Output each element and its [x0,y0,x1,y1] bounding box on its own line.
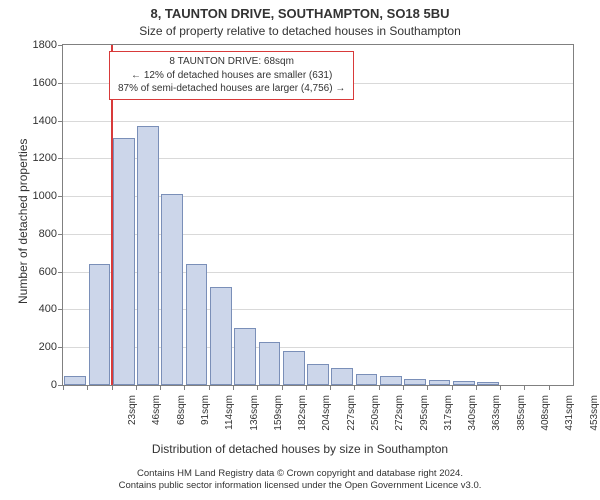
xtick-mark [257,385,258,390]
xtick-label: 114sqm [224,389,235,445]
xtick-mark [354,385,355,390]
plot-area: 02004006008001000120014001600180023sqm46… [62,44,574,386]
xtick-label: 136sqm [249,389,260,445]
xtick-label: 68sqm [176,389,187,445]
xtick-mark [184,385,185,390]
xtick-mark [282,385,283,390]
xtick-label: 363sqm [491,389,502,445]
ytick-mark [58,272,63,273]
xtick-label: 204sqm [321,389,332,445]
xtick-mark [427,385,428,390]
xtick-mark [452,385,453,390]
xtick-mark [160,385,161,390]
xtick-label: 340sqm [467,389,478,445]
xtick-label: 295sqm [419,389,430,445]
annotation-line3: 87% of semi-detached houses are larger (… [118,82,345,96]
footer-line1: Contains HM Land Registry data © Crown c… [0,468,600,480]
xtick-mark [403,385,404,390]
footer-line2: Contains public sector information licen… [0,480,600,492]
xtick-label: 408sqm [540,389,551,445]
ytick-mark [58,309,63,310]
xtick-mark [549,385,550,390]
xtick-label: 431sqm [564,389,575,445]
xtick-label: 23sqm [127,389,138,445]
xtick-label: 227sqm [346,389,357,445]
chart-title-line2: Size of property relative to detached ho… [0,24,600,38]
xtick-mark [87,385,88,390]
xtick-mark [306,385,307,390]
xtick-mark [379,385,380,390]
xtick-label: 250sqm [370,389,381,445]
xtick-label: 91sqm [200,389,211,445]
xtick-label: 46sqm [151,389,162,445]
xtick-mark [112,385,113,390]
xtick-label: 317sqm [443,389,454,445]
ytick-mark [58,83,63,84]
xtick-mark [209,385,210,390]
ytick-mark [58,196,63,197]
x-axis-label: Distribution of detached houses by size … [0,442,600,456]
xtick-mark [476,385,477,390]
footer-attribution: Contains HM Land Registry data © Crown c… [0,468,600,492]
ytick-mark [58,234,63,235]
ytick-mark [58,45,63,46]
ytick-mark [58,347,63,348]
xtick-mark [136,385,137,390]
annotation-line1: 8 TAUNTON DRIVE: 68sqm [118,55,345,69]
xtick-label: 182sqm [297,389,308,445]
annotation-line2: ← 12% of detached houses are smaller (63… [118,69,345,83]
xtick-label: 385sqm [516,389,527,445]
ytick-mark [58,158,63,159]
annotation-box: 8 TAUNTON DRIVE: 68sqm ← 12% of detached… [109,51,354,100]
xtick-mark [330,385,331,390]
xtick-mark [233,385,234,390]
xtick-label: 159sqm [273,389,284,445]
chart-container: 8, TAUNTON DRIVE, SOUTHAMPTON, SO18 5BU … [0,0,600,500]
xtick-mark [63,385,64,390]
ytick-mark [58,121,63,122]
y-axis-label: Number of detached properties [16,139,30,304]
xtick-mark [500,385,501,390]
xtick-label: 453sqm [589,389,600,445]
chart-title-line1: 8, TAUNTON DRIVE, SOUTHAMPTON, SO18 5BU [0,6,600,21]
xtick-label: 272sqm [394,389,405,445]
xtick-mark [524,385,525,390]
